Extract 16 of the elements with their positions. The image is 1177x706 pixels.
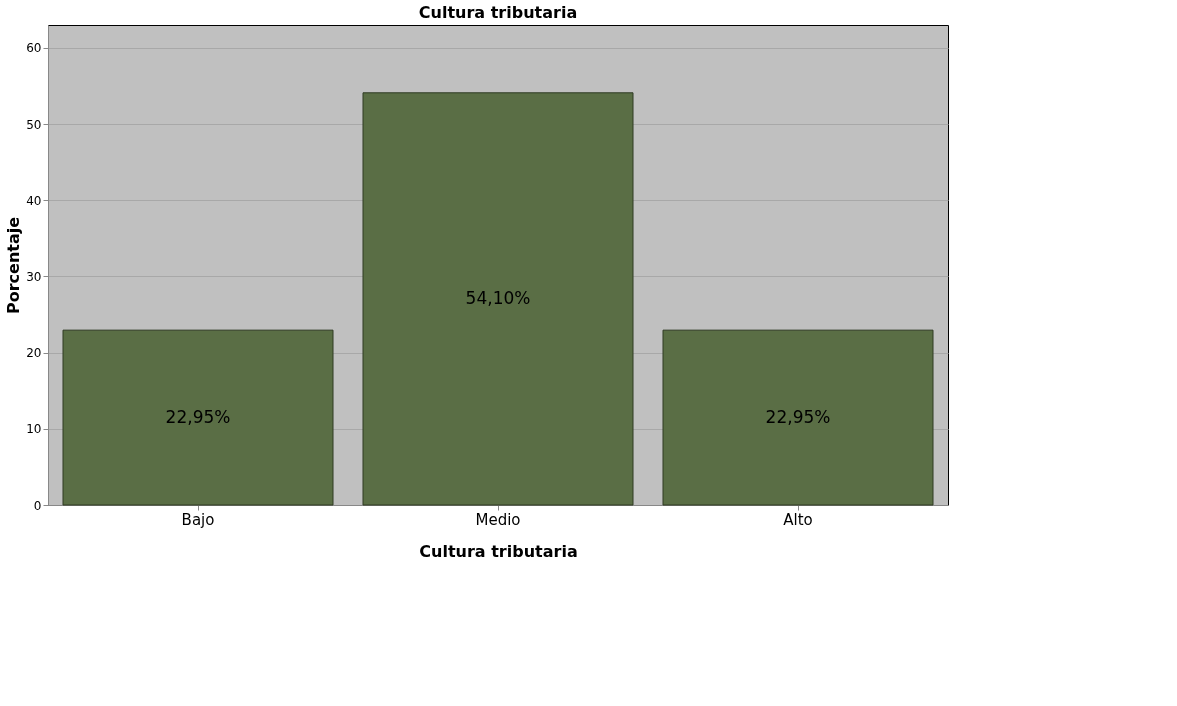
chart-title: Cultura tributaria [418, 3, 578, 22]
data-label: 22,95% [765, 406, 831, 427]
y-tick-label: 60 [26, 41, 42, 56]
x-axis-title: Cultura tributaria [419, 541, 578, 561]
data-label: 54,10% [465, 287, 531, 308]
y-tick-label: 10 [26, 422, 42, 437]
data-label: 22,95% [165, 406, 231, 427]
x-tick-label: Medio [475, 510, 521, 529]
x-tick-label: Bajo [181, 510, 215, 529]
y-axis-title: Porcentaje [4, 216, 24, 315]
y-tick-label: 40 [26, 193, 42, 208]
x-tick-label: Alto [783, 510, 813, 529]
y-tick-label: 20 [26, 346, 42, 361]
y-tick-label: 30 [26, 269, 42, 284]
y-tick-label: 0 [33, 498, 42, 513]
y-tick-label: 50 [26, 117, 42, 132]
